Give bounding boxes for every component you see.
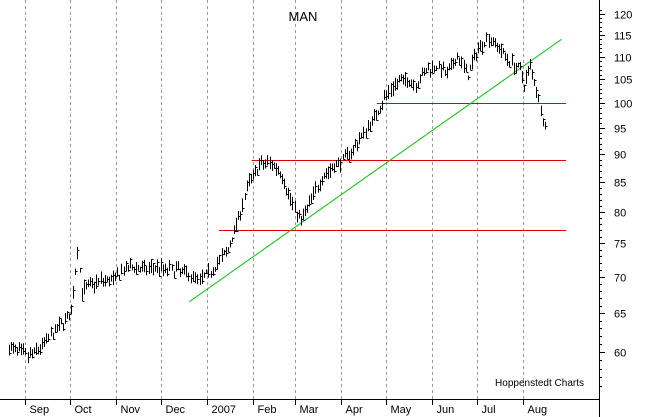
x-tick-label: Apr — [346, 404, 363, 416]
y-tick-label: 70 — [614, 273, 626, 285]
x-tick-label: Jun — [437, 404, 455, 416]
y-tick-label: 80 — [614, 208, 626, 220]
trendline-layer — [188, 38, 562, 303]
y-axis: 60 65 70 75 80 85 90 95 100 105 110 115 120 — [599, 10, 632, 387]
x-tick-label: Sep — [30, 404, 50, 416]
x-tick-label: Aug — [528, 404, 548, 416]
trendline — [188, 38, 562, 303]
y-tick-label: 90 — [614, 150, 626, 162]
y-tick-label: 60 — [614, 348, 626, 360]
x-tick-label: Jul — [482, 404, 496, 416]
x-tick-label: Feb — [258, 404, 277, 416]
y-tick-label: 120 — [614, 10, 632, 22]
y-tick-label: 110 — [614, 53, 632, 65]
x-tick-label: 2007 — [212, 404, 236, 416]
y-tick-label: 115 — [614, 31, 632, 43]
x-axis: Sep Oct Nov Dec 2007 Feb Mar Apr May Jun Jul Aug — [25, 399, 548, 416]
chart-credit: Hoppenstedt Charts — [495, 378, 584, 389]
y-tick-label: 65 — [614, 309, 626, 321]
x-tick-label: Oct — [75, 404, 92, 416]
chart-title: MAN — [289, 9, 318, 24]
y-tick-label: 85 — [614, 178, 626, 190]
price-bars — [9, 32, 548, 364]
x-tick-label: Mar — [300, 404, 319, 416]
y-tick-label: 75 — [614, 239, 626, 251]
support-resistance-lines — [218, 103, 567, 231]
x-tick-label: Nov — [121, 404, 141, 416]
x-tick-label: Dec — [166, 404, 186, 416]
x-tick-label: May — [391, 404, 412, 416]
y-tick-label: 95 — [614, 124, 626, 136]
y-tick-label: 100 — [614, 99, 632, 111]
y-tick-label: 105 — [614, 75, 632, 87]
